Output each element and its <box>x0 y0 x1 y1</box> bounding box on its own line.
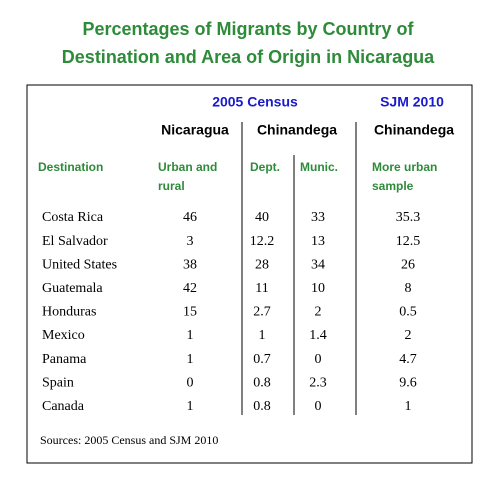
cell-value: 28 <box>255 257 269 272</box>
cell-value: 1 <box>405 399 412 414</box>
cell-value: 34 <box>311 257 325 272</box>
cell-value: 12.2 <box>250 234 275 249</box>
cell-value: 13 <box>311 234 325 249</box>
cell-value: 26 <box>401 257 415 272</box>
cell-value: 0 <box>315 399 322 414</box>
row-label: Guatemala <box>42 281 103 296</box>
cell-value: 1.4 <box>309 328 327 343</box>
cell-value: 11 <box>255 281 268 296</box>
column-header: Destination <box>38 160 103 174</box>
cell-value: 2.3 <box>309 375 327 390</box>
cell-value: 33 <box>311 210 325 225</box>
cell-value: 42 <box>183 281 197 296</box>
row-label: Canada <box>42 399 85 414</box>
cell-value: 3 <box>187 234 194 249</box>
cell-value: 38 <box>183 257 197 272</box>
cell-value: 1 <box>187 352 194 367</box>
cell-value: 8 <box>405 281 412 296</box>
row-label: Honduras <box>42 305 96 320</box>
cell-value: 0.5 <box>399 305 417 320</box>
source-note: Sources: 2005 Census and SJM 2010 <box>40 433 218 447</box>
row-label: El Salvador <box>42 234 108 249</box>
column-header: Urban and rural <box>158 160 217 193</box>
table-frame <box>26 84 473 464</box>
cell-value: 15 <box>183 305 197 320</box>
cell-value: 9.6 <box>399 375 417 390</box>
place-header: Chinandega <box>374 122 454 138</box>
title: Destination and Area of Origin in Nicara… <box>62 47 435 67</box>
cell-value: 1 <box>187 399 194 414</box>
cell-value: 4.7 <box>399 352 417 367</box>
row-label: Costa Rica <box>42 210 104 225</box>
title: Percentages of Migrants by Country of <box>82 19 414 39</box>
column-header: Munic. <box>300 160 338 174</box>
cell-value: 40 <box>255 210 269 225</box>
cell-value: 10 <box>311 281 325 296</box>
cell-value: 12.5 <box>396 234 421 249</box>
row-label: Spain <box>42 375 74 390</box>
cell-value: 0 <box>187 375 194 390</box>
group-header: SJM 2010 <box>380 94 444 110</box>
column-header: More urban sample <box>372 160 437 193</box>
group-header: 2005 Census <box>212 94 298 110</box>
place-header: Chinandega <box>257 122 337 138</box>
row-label: Panama <box>42 352 87 367</box>
cell-value: 0 <box>315 352 322 367</box>
column-header: Dept. <box>250 160 280 174</box>
cell-value: 2 <box>405 328 412 343</box>
row-label: Mexico <box>42 328 85 343</box>
cell-value: 0.8 <box>253 399 271 414</box>
cell-value: 46 <box>183 210 197 225</box>
cell-value: 0.7 <box>253 352 271 367</box>
cell-value: 35.3 <box>396 210 421 225</box>
cell-value: 2.7 <box>253 305 271 320</box>
place-header: Nicaragua <box>161 122 229 138</box>
cell-value: 2 <box>315 305 322 320</box>
cell-value: 1 <box>259 328 266 343</box>
row-label: United States <box>42 257 117 272</box>
cell-value: 1 <box>187 328 194 343</box>
cell-value: 0.8 <box>253 375 271 390</box>
